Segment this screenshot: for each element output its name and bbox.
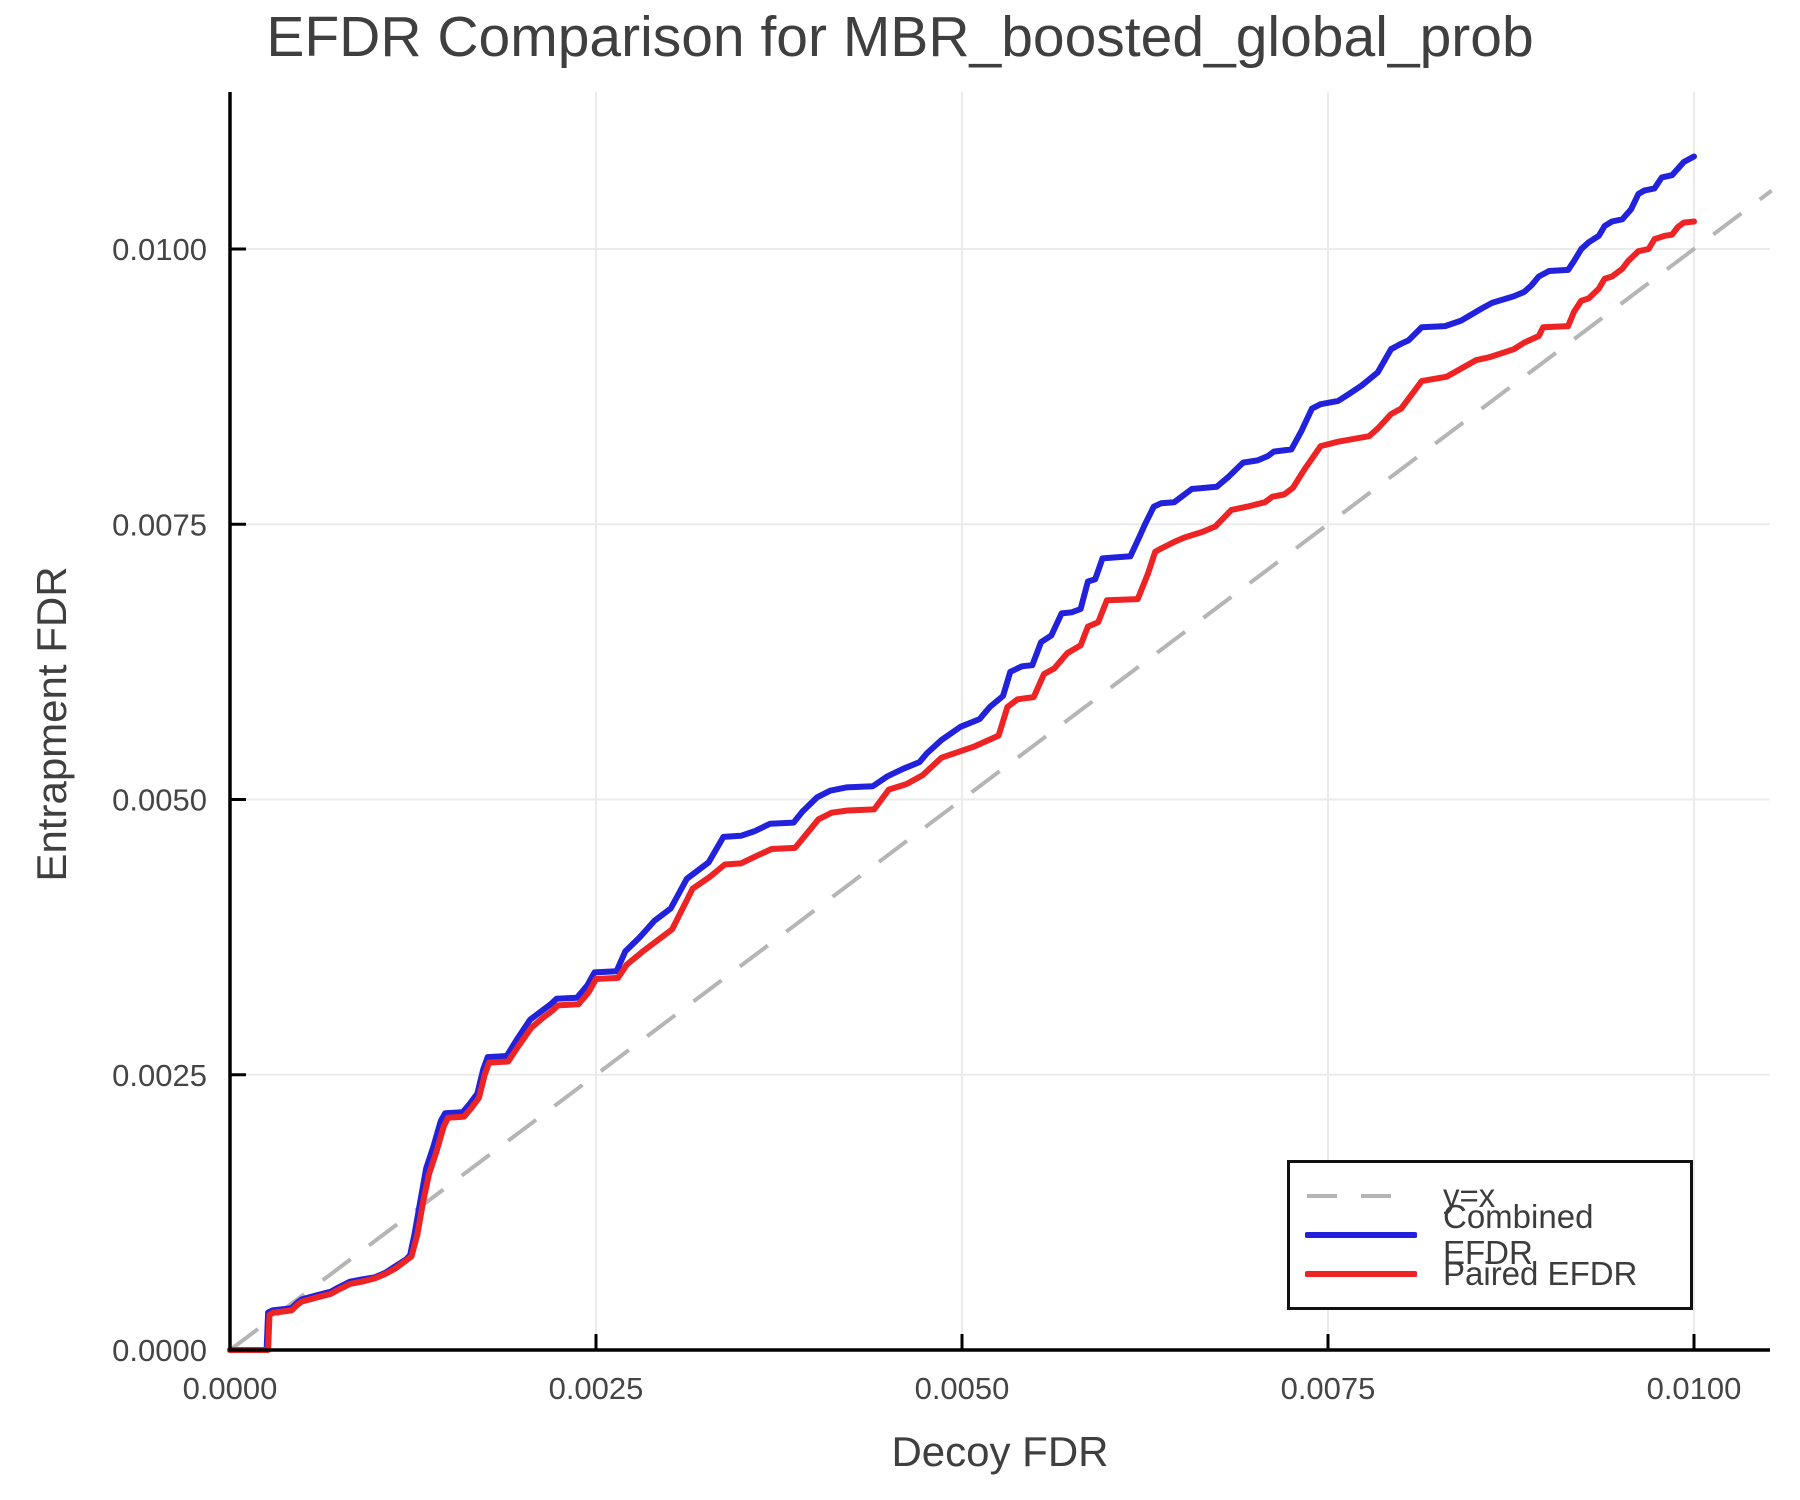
y-axis-label: Entrapment FDR: [28, 566, 75, 882]
legend-row-combined: Combined EFDR: [1305, 1199, 1690, 1271]
x-tick-label: 0.0050: [915, 1371, 1010, 1406]
x-tick-label: 0.0075: [1281, 1371, 1376, 1406]
yx-line-sample: [1307, 1194, 1415, 1198]
y-tick-label: 0.0075: [112, 507, 207, 542]
x-tick-label: 0.0025: [549, 1371, 644, 1406]
x-tick-label: 0.0100: [1647, 1371, 1742, 1406]
y-tick-label: 0.0050: [112, 783, 207, 818]
series-paired-efdr: [227, 218, 1697, 1353]
x-axis-label: Decoy FDR: [891, 1428, 1109, 1475]
y-tick-label: 0.0000: [112, 1333, 207, 1368]
series-y-x: [228, 189, 1773, 1352]
series-combined-efdr: [227, 153, 1697, 1353]
chart-title: EFDR Comparison for MBR_boosted_global_p…: [266, 5, 1534, 69]
legend-label-combined: Combined EFDR: [1443, 1198, 1594, 1271]
legend-row-yx: y=x: [1305, 1178, 1690, 1214]
legend-label-yx: y=x: [1443, 1177, 1496, 1214]
legend-row-paired: Paired EFDR: [1305, 1256, 1690, 1292]
y-tick-label: 0.0025: [112, 1058, 207, 1093]
combined-line-sample: [1305, 1232, 1417, 1238]
paired-line-sample: [1305, 1271, 1417, 1277]
legend-label-paired: Paired EFDR: [1443, 1255, 1638, 1292]
y-tick-label: 0.0100: [112, 232, 207, 267]
x-tick-label: 0.0000: [183, 1371, 278, 1406]
legend: y=x Combined EFDR Paired EFDR: [1287, 1160, 1693, 1310]
